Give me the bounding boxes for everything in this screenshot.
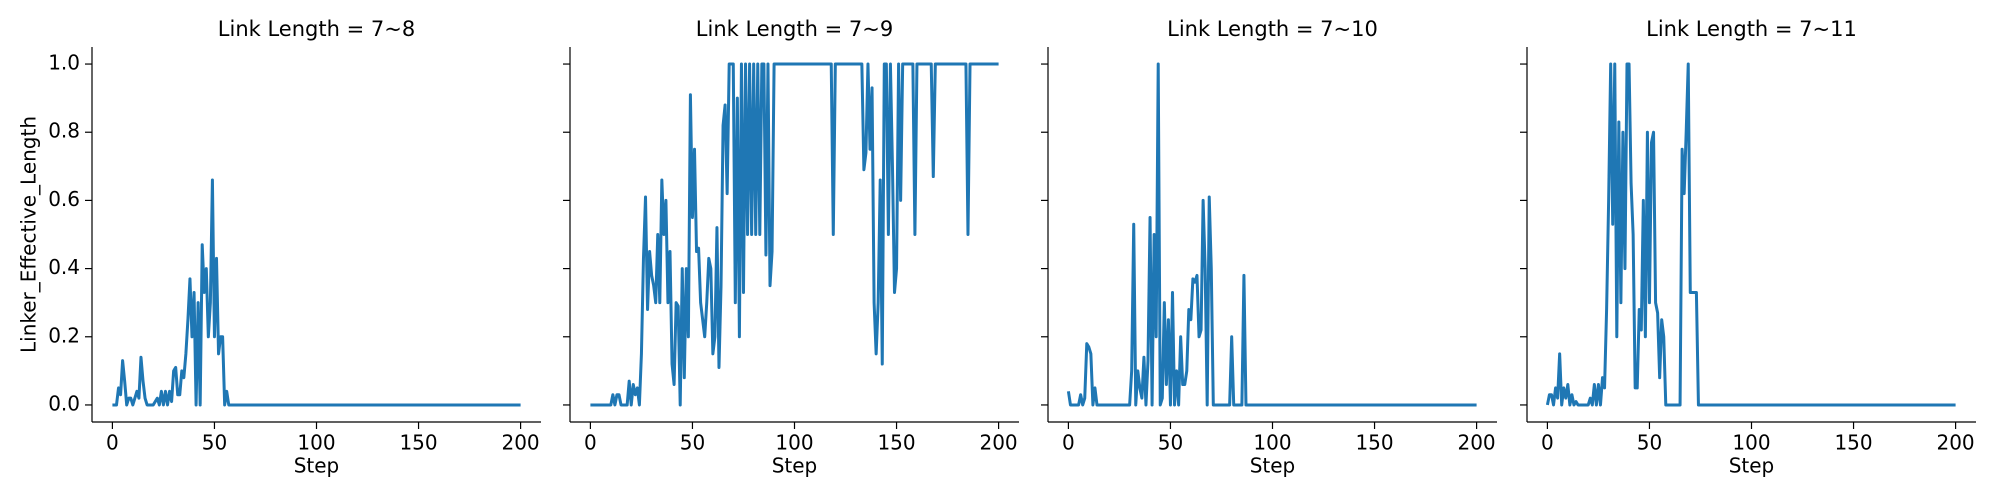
y-axis-label: Linker_Effective_Length — [17, 116, 41, 353]
line-series — [112, 178, 521, 407]
y-tick-label: 1.0 — [48, 51, 80, 75]
x-axis-label: Step — [294, 454, 340, 478]
x-tick-label: 50 — [680, 431, 705, 455]
x-tick-label: 100 — [297, 431, 335, 455]
x-tick-label: 200 — [501, 431, 539, 455]
line-series — [1066, 62, 1477, 407]
y-tick-label: 0.2 — [48, 323, 80, 347]
x-tick-label: 200 — [1936, 431, 1974, 455]
x-tick-label: 50 — [202, 431, 227, 455]
x-tick-label: 200 — [979, 431, 1017, 455]
x-tick-label: 100 — [1253, 431, 1291, 455]
x-axis-label: Step — [772, 454, 818, 478]
x-tick-label: 100 — [775, 431, 813, 455]
x-tick-label: 150 — [877, 431, 915, 455]
x-tick-label: 150 — [399, 431, 437, 455]
x-tick-label: 100 — [1732, 431, 1770, 455]
line-series — [1545, 62, 1956, 407]
x-tick-label: 150 — [1834, 431, 1872, 455]
x-tick-label: 50 — [1158, 431, 1183, 455]
x-tick-label: 150 — [1355, 431, 1393, 455]
panel-title: Link Length = 7~9 — [696, 17, 893, 41]
x-axis-label: Step — [1250, 454, 1296, 478]
y-tick-label: 0.6 — [48, 187, 80, 211]
x-tick-label: 50 — [1637, 431, 1662, 455]
y-tick-label: 0.8 — [48, 119, 80, 143]
line-series — [590, 62, 999, 407]
x-tick-label: 200 — [1457, 431, 1495, 455]
x-axis-label: Step — [1729, 454, 1775, 478]
y-tick-label: 0.4 — [48, 255, 80, 279]
x-tick-label: 0 — [106, 431, 119, 455]
x-tick-label: 0 — [1541, 431, 1554, 455]
panel-title: Link Length = 7~11 — [1646, 17, 1857, 41]
x-tick-label: 0 — [1062, 431, 1075, 455]
panel-title: Link Length = 7~10 — [1167, 17, 1378, 41]
x-tick-label: 0 — [584, 431, 597, 455]
y-tick-label: 0.0 — [48, 391, 80, 415]
panel-title: Link Length = 7~8 — [218, 17, 415, 41]
